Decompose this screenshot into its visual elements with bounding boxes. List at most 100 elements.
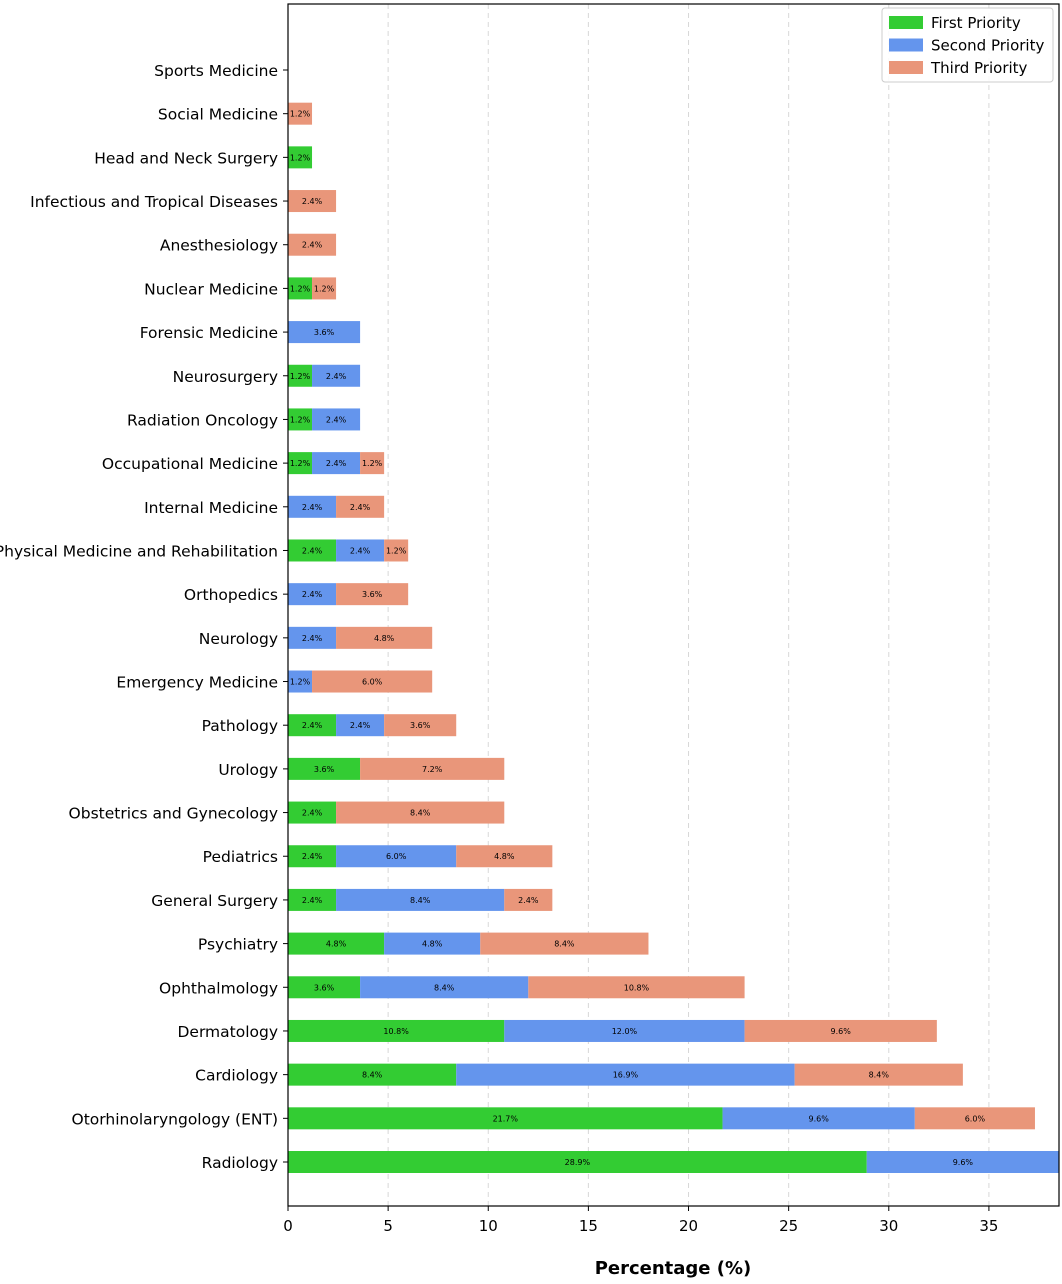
bar-segment (360, 452, 385, 475)
bar-value-label: 1.2% (314, 284, 335, 293)
bar-value-label: 2.4% (302, 809, 323, 818)
bar-value-label: 8.4% (869, 1071, 890, 1080)
bar-segment (312, 408, 361, 431)
bar-segment (336, 801, 505, 824)
bar-value-label: 6.0% (362, 678, 383, 687)
bar-segment (312, 364, 361, 387)
bar-segment (288, 976, 361, 999)
bar-value-label: 2.4% (302, 241, 323, 250)
bar-segment (384, 539, 409, 562)
bar-segment (288, 845, 337, 868)
x-tick-label: 30 (879, 1217, 898, 1235)
bar-segment (288, 1107, 723, 1130)
axis-layer: Radiology Otorhinolaryngology (ENT) Cardio… (0, 3, 1060, 1235)
bar-value-label: 9.6% (809, 1114, 830, 1123)
y-tick-label: Cardiology (195, 1067, 278, 1085)
bar-value-label: 6.0% (965, 1114, 986, 1123)
bar-segment (288, 233, 337, 256)
legend-box (881, 7, 1054, 83)
bar-value-label: 2.4% (302, 634, 323, 643)
bar-segment (336, 888, 505, 911)
bar-segment (288, 452, 313, 475)
legend-swatch (889, 61, 923, 74)
bar-value-label: 2.4% (326, 459, 347, 468)
x-axis-title: Percentage (%) (595, 1258, 752, 1279)
bar-segment (288, 495, 337, 518)
bar-segment (288, 626, 337, 649)
bar-segment (336, 714, 385, 737)
bar-value-label: 2.4% (302, 590, 323, 599)
bar-segment (504, 1019, 745, 1042)
y-tick-label: Dermatology (177, 1023, 278, 1041)
x-tick-label: 10 (479, 1217, 498, 1235)
bar-value-label: 2.4% (302, 721, 323, 730)
bar-segment (288, 1063, 457, 1086)
bar-value-label: 9.6% (831, 1027, 852, 1036)
bar-value-label: 3.6% (314, 765, 335, 774)
legend-swatch (889, 16, 923, 29)
y-tick-label: Sports Medicine (154, 62, 278, 80)
bar-segment (336, 583, 409, 606)
bar-segment (866, 1151, 1059, 1173)
y-tick-label: Otorhinolaryngology (ENT) (72, 1110, 278, 1128)
y-tick-label: Occupational Medicine (102, 455, 278, 473)
y-tick-label: Psychiatry (198, 936, 278, 954)
bar-segment (914, 1107, 1035, 1130)
bar-segment (744, 1019, 937, 1042)
y-tick-label: Pediatrics (203, 848, 278, 866)
bar-segment (288, 801, 337, 824)
legend-label: Third Priority (930, 59, 1028, 77)
bar-value-label: 8.4% (362, 1071, 383, 1080)
bar-segment (288, 888, 337, 911)
bar-value-label: 3.6% (410, 721, 431, 730)
bar-segment (288, 714, 337, 737)
y-tick-label: Internal Medicine (144, 499, 278, 517)
legend-swatch (889, 38, 923, 52)
bar-segment (336, 626, 433, 649)
bar-value-label: 2.4% (302, 852, 323, 861)
bar-value-label: 2.4% (302, 197, 323, 206)
bar-value-label: 1.2% (290, 110, 311, 119)
plot-frame (287, 3, 1060, 1207)
x-tick-label: 35 (979, 1217, 998, 1235)
bar-value-label: 21.7% (493, 1114, 519, 1123)
bar-segment (384, 714, 457, 737)
bar-value-label: 8.4% (410, 896, 431, 905)
y-tick-label: General Surgery (151, 892, 278, 910)
y-tick-label: Forensic Medicine (140, 324, 278, 342)
y-tick-label: Pathology (202, 717, 278, 735)
bar-value-label: 12.0% (612, 1027, 638, 1036)
bar-value-label: 2.4% (326, 372, 347, 381)
bar-segment (288, 321, 361, 344)
bar-segment (336, 495, 385, 518)
y-tick-label: Infectious and Tropical Diseases (30, 193, 278, 211)
bar-segment (312, 452, 361, 475)
x-tick-label: 20 (679, 1217, 698, 1235)
bar-value-label: 2.4% (302, 546, 323, 555)
bar-value-label: 28.9% (565, 1158, 591, 1167)
bar-segment (336, 845, 457, 868)
bar-value-label: 8.4% (410, 809, 431, 818)
y-tick-label: Nuclear Medicine (144, 280, 278, 298)
y-tick-label: Obstetrics and Gynecology (69, 805, 278, 823)
bar-segment (360, 976, 529, 999)
bar-value-label: 6.0% (386, 852, 407, 861)
bar-value-label: 3.6% (314, 328, 335, 337)
x-tick-label: 15 (579, 1217, 598, 1235)
bar-value-label: 10.8% (383, 1027, 409, 1036)
bar-value-label: 16.9% (613, 1071, 639, 1080)
y-tick-label: Ophthalmology (159, 979, 278, 997)
bar-segment (288, 757, 361, 780)
bar-segment (288, 190, 337, 213)
bar-segment (288, 1019, 505, 1042)
y-tick-label: Neurology (199, 630, 278, 648)
bar-segment (528, 976, 745, 999)
bar-segment (288, 583, 337, 606)
bar-segment (288, 102, 313, 125)
legend: First Priority Second Priority Third Prior… (881, 7, 1054, 83)
bar-segment (336, 539, 385, 562)
bar-value-label: 8.4% (434, 983, 455, 992)
y-tick-label: Orthopedics (184, 586, 278, 604)
